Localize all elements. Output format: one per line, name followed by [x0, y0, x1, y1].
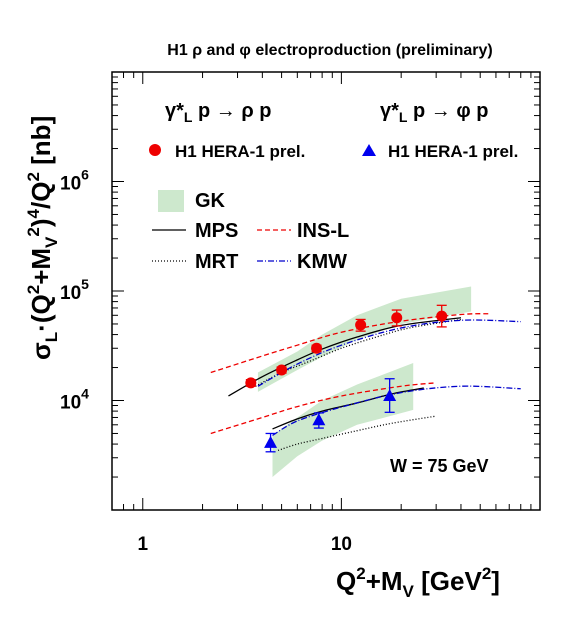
legend-mps-label: MPS	[195, 220, 238, 242]
gk-band	[257, 286, 472, 392]
phi-kmw-curve	[272, 385, 521, 436]
phi-mps-curve	[272, 387, 424, 430]
x-axis-label: Q2+MV [GeV2]	[336, 564, 500, 601]
bands-layer	[257, 286, 472, 478]
legend-mrt: MRT	[152, 251, 238, 273]
legend-rho-label: H1 HERA-1 prel.	[175, 142, 305, 161]
legend-rho-data: H1 HERA-1 prel.	[149, 142, 305, 161]
legend-insl-label: INS-L	[297, 220, 349, 242]
points-layer	[245, 304, 448, 453]
legend-mps: MPS	[152, 220, 238, 242]
phi-insl-curve	[210, 382, 437, 435]
legend-phi-label: H1 HERA-1 prel.	[388, 142, 518, 161]
legend-rho-marker	[149, 144, 161, 156]
legend-insl: INS-L	[257, 220, 349, 242]
rho-data-point	[276, 364, 288, 376]
legend-phi-data: H1 HERA-1 prel.	[362, 142, 518, 161]
rho-data-point	[245, 377, 257, 389]
rho-header: γ*L p → ρ p	[165, 100, 272, 125]
energy-annotation: W = 75 GeV	[390, 456, 489, 476]
y-axis-label: σL·(Q2+MV2)4/Q2 [nb]	[24, 116, 61, 360]
ticks-layer: 1 10 104 105 106	[60, 71, 541, 555]
y-tick-label: 104	[60, 386, 89, 414]
legend-gk-swatch	[158, 190, 184, 212]
chart-title: H1 ρ and φ electroproduction (preliminar…	[167, 42, 492, 59]
legend-gk-label: GK	[195, 190, 226, 212]
rho-insl-curve	[210, 313, 489, 374]
y-tick-label: 106	[60, 167, 89, 195]
gk-band	[272, 363, 414, 478]
legend-kmw-label: KMW	[297, 251, 347, 273]
rho-mrt-curve	[255, 318, 462, 387]
phi-data-point	[383, 388, 397, 401]
rho-data-point	[311, 342, 323, 354]
phi-header: γ*L p → φ p	[380, 100, 488, 125]
x-tick-label: 1	[137, 534, 148, 555]
legend-kmw: KMW	[257, 251, 347, 273]
y-tick-label: 105	[60, 276, 89, 304]
rho-data-point	[436, 310, 448, 322]
legend-gk: GK	[158, 190, 226, 212]
x-tick-label: 10	[331, 534, 352, 555]
phi-data-point	[264, 435, 278, 448]
rho-kmw-curve	[257, 319, 521, 387]
legend-mrt-label: MRT	[195, 251, 238, 273]
rho-data-point	[355, 319, 367, 331]
rho-data-point	[391, 312, 403, 324]
legend-phi-marker	[362, 144, 376, 156]
plot-frame	[111, 71, 541, 511]
phi-mrt-curve	[277, 415, 437, 452]
phi-data-point	[312, 413, 326, 426]
